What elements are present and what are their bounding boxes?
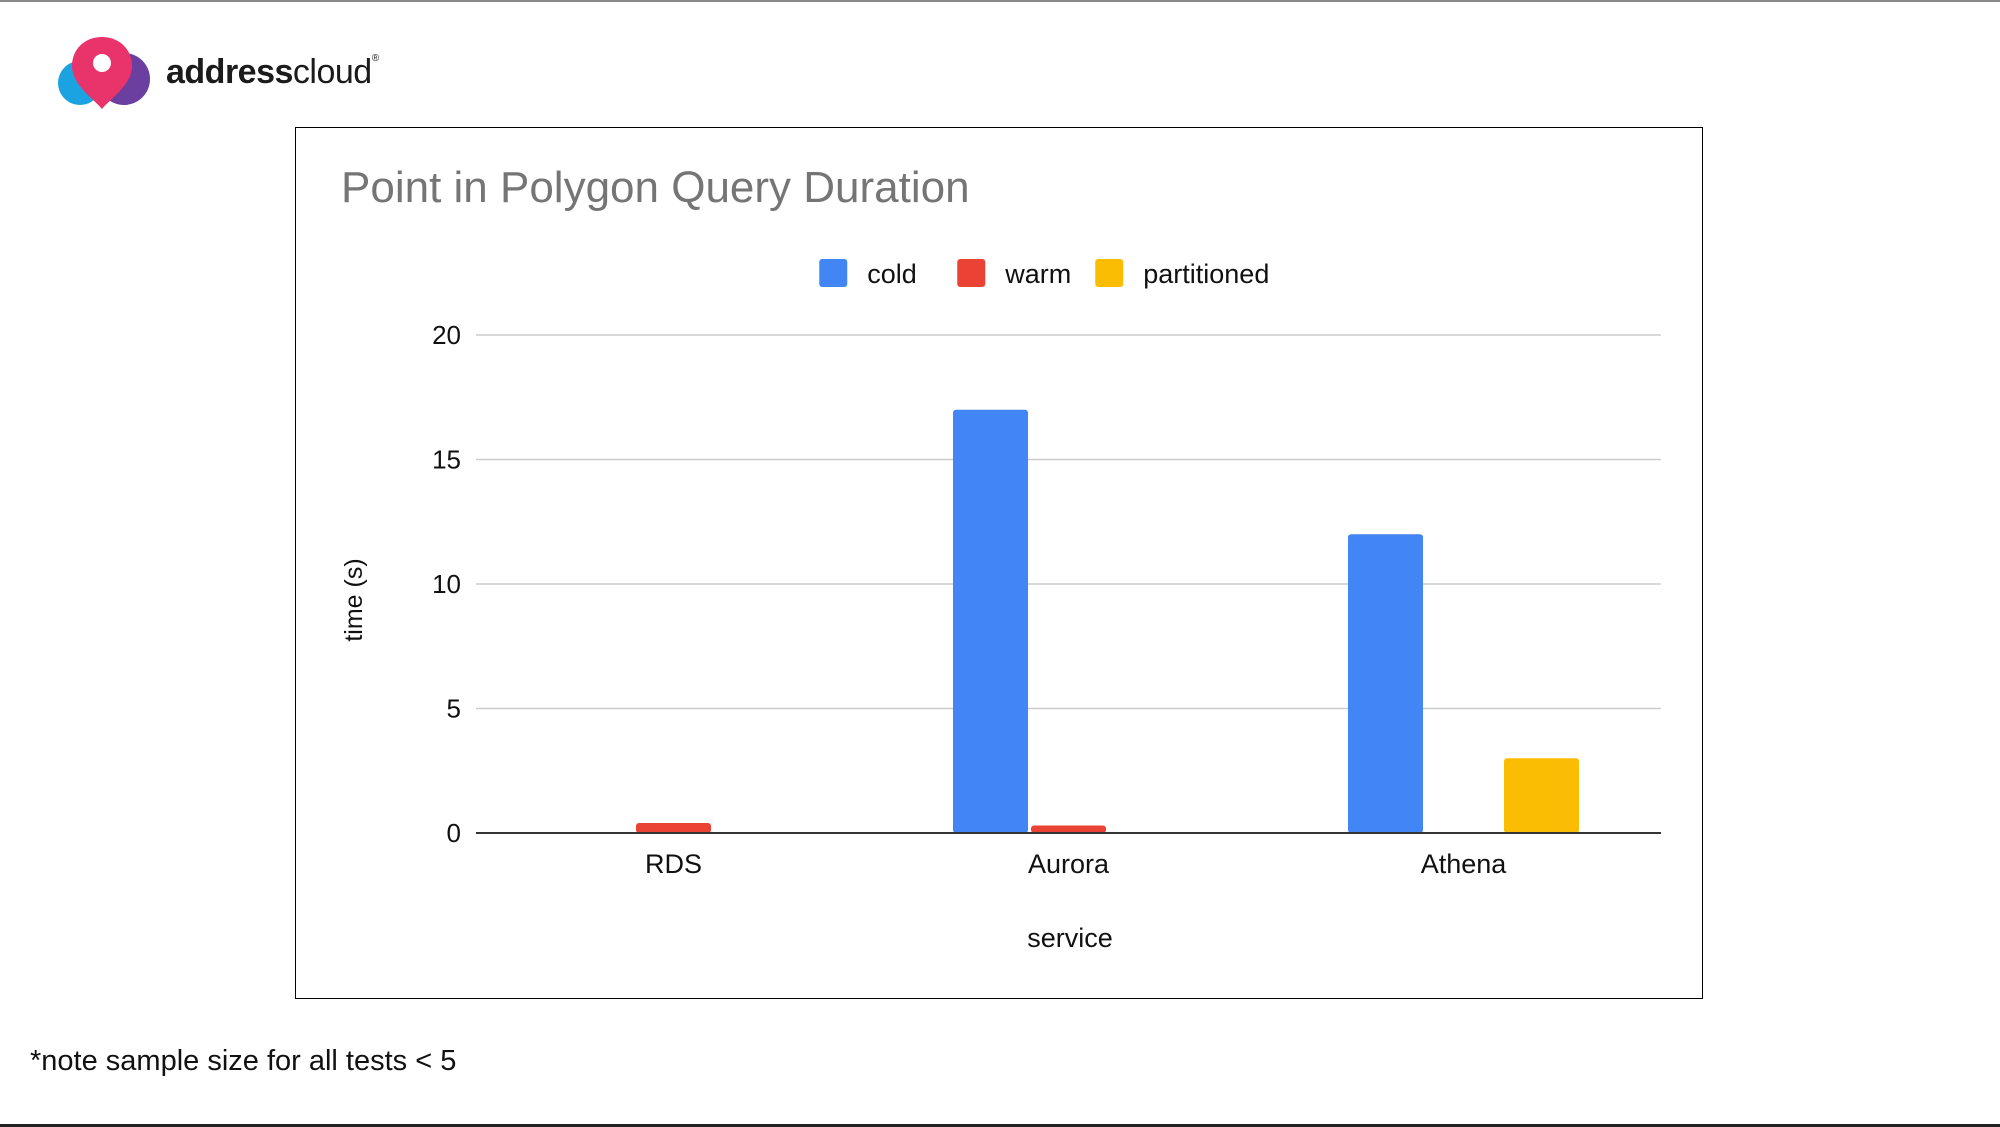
brand-wordmark: addresscloud® <box>166 53 379 92</box>
x-tick-label: Athena <box>1421 849 1508 879</box>
location-pin-cloud-icon <box>58 37 150 109</box>
legend-label-warm: warm <box>1004 259 1071 289</box>
footnote: *note sample size for all tests < 5 <box>30 1045 457 1077</box>
chart-legend: cold warm partitioned <box>819 259 1269 289</box>
bar-partitioned-athena <box>1504 758 1579 833</box>
bar-warm-aurora <box>1031 825 1106 833</box>
legend-label-cold: cold <box>867 259 917 289</box>
top-border <box>0 0 2000 2</box>
y-axis-ticks: 0 5 10 15 20 <box>432 320 461 848</box>
x-axis-ticks: RDS Aurora Athena <box>645 849 1507 879</box>
bar-warm-rds <box>636 823 711 833</box>
x-tick-label: RDS <box>645 849 702 879</box>
chart-bars <box>476 409 1661 834</box>
x-axis-label: service <box>1027 923 1113 953</box>
legend-label-partitioned: partitioned <box>1143 259 1269 289</box>
registered-mark: ® <box>371 53 379 64</box>
y-tick-label: 20 <box>432 320 461 350</box>
brand-name-light: cloud <box>292 53 372 91</box>
y-tick-label: 0 <box>447 818 461 848</box>
x-tick-label: Aurora <box>1028 849 1110 879</box>
chart-frame: Point in Polygon Query Duration cold warm… <box>295 127 1703 999</box>
y-tick-label: 10 <box>432 569 461 599</box>
bottom-border <box>0 1124 2000 1127</box>
bar-cold-athena <box>1348 534 1423 833</box>
legend-swatch-warm <box>957 259 986 287</box>
bar-cold-aurora <box>953 409 1028 833</box>
legend-swatch-cold <box>819 259 848 287</box>
chart-title: Point in Polygon Query Duration <box>341 163 970 212</box>
y-axis-label: time (s) <box>340 558 368 641</box>
chart-gridlines <box>476 334 1661 710</box>
y-tick-label: 15 <box>432 445 461 475</box>
y-tick-label: 5 <box>447 694 461 724</box>
addresscloud-logo: addresscloud® <box>54 33 394 109</box>
legend-swatch-partitioned <box>1095 259 1124 287</box>
bar-chart: Point in Polygon Query Duration cold warm… <box>340 163 1661 953</box>
brand-name-bold: address <box>166 53 293 91</box>
